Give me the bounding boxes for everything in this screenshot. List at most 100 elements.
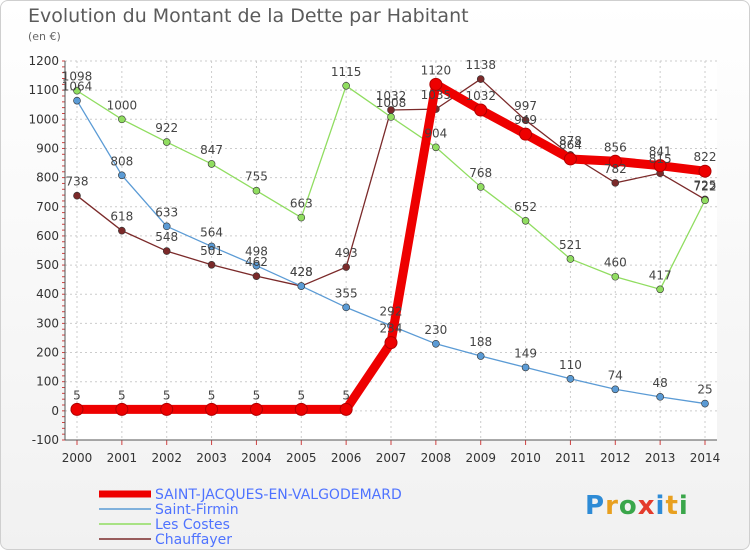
data-point	[342, 303, 350, 312]
data-point	[521, 363, 530, 372]
series-lines	[70, 75, 712, 416]
data-label: 5	[73, 388, 81, 402]
x-tick-label: 2014	[690, 451, 721, 465]
data-label: 1098	[62, 70, 93, 84]
y-tick-label: -100	[32, 433, 59, 447]
data-point	[521, 216, 530, 225]
data-point	[297, 282, 306, 290]
data-point	[252, 272, 261, 280]
data-label: 5	[163, 388, 171, 402]
data-label: 949	[514, 113, 537, 127]
grid	[65, 60, 717, 441]
y-tick-label: 500	[36, 258, 59, 272]
data-point	[656, 393, 664, 401]
y-tick-label: 1200	[28, 54, 59, 68]
data-label: 5	[208, 388, 216, 402]
data-label: 1138	[465, 58, 496, 72]
data-label: 462	[245, 255, 268, 269]
data-label: 188	[469, 335, 492, 349]
legend-label: SAINT-JACQUES-EN-VALGODEMARD	[155, 487, 402, 503]
data-label: 564	[200, 225, 223, 239]
data-point	[207, 160, 216, 168]
data-point	[698, 164, 712, 178]
logo-letter: i	[678, 491, 689, 521]
data-label: 808	[110, 154, 133, 168]
x-tick-label: 2005	[286, 451, 317, 465]
data-label: 5	[118, 388, 126, 402]
data-label: 864	[559, 138, 582, 152]
data-label: 847	[200, 143, 223, 157]
y-tick-label: 300	[36, 316, 59, 330]
y-tick-label: 1000	[28, 112, 59, 126]
data-point	[342, 81, 350, 90]
chart-unit-label: (en €)	[28, 30, 61, 43]
data-label: 498	[245, 245, 268, 259]
data-label: 822	[694, 150, 717, 164]
data-label: 618	[110, 210, 133, 224]
data-label: 1115	[331, 65, 362, 79]
data-label: 460	[604, 256, 627, 270]
legend: SAINT-JACQUES-EN-VALGODEMARDSaint-Firmin…	[99, 487, 402, 548]
y-tick-label: 600	[36, 229, 59, 243]
y-tick-label: 900	[36, 141, 59, 155]
data-labels: 5 5 5 5 5 5 5 234 1120 1032 949 864 856 841 822 1064 808…	[62, 58, 717, 402]
data-label: 663	[290, 197, 313, 211]
data-point	[118, 171, 126, 180]
data-point	[118, 226, 126, 235]
data-point	[563, 152, 577, 166]
logo-letter: i	[655, 491, 666, 521]
x-tick-label: 2004	[241, 451, 272, 465]
data-point	[252, 186, 261, 195]
y-tick-label: 100	[36, 375, 59, 389]
data-point	[73, 96, 81, 105]
data-point	[115, 402, 129, 416]
x-tick-label: 2008	[421, 451, 452, 465]
x-tick-label: 2006	[331, 451, 362, 465]
data-label: 355	[335, 286, 358, 300]
data-point	[656, 285, 664, 294]
x-tick-label: 2002	[151, 451, 182, 465]
data-point	[342, 263, 350, 271]
y-tick-label: 700	[36, 200, 59, 214]
data-label: 292	[380, 305, 403, 319]
x-tick-label: 2011	[555, 451, 586, 465]
logo-letter: o	[618, 491, 638, 521]
data-point	[611, 385, 620, 394]
data-point	[387, 113, 395, 121]
data-point	[474, 103, 488, 117]
data-label: 417	[649, 268, 672, 282]
data-label: 782	[604, 162, 627, 176]
data-label: 5	[253, 388, 261, 402]
data-point	[566, 374, 575, 383]
x-tick-label: 2010	[510, 451, 541, 465]
axes: -100 0 100 200 300 400 500 600 700 800 900 1000 1100…	[28, 54, 720, 465]
legend-label: Chauffayer	[155, 532, 232, 548]
data-point	[294, 402, 308, 416]
data-label: 428	[290, 265, 313, 279]
data-point	[432, 339, 440, 348]
data-label: 74	[608, 368, 623, 382]
data-label: 5	[297, 388, 305, 402]
legend-label: Les Costes	[155, 517, 230, 533]
data-point	[160, 402, 174, 416]
data-point	[162, 222, 171, 231]
data-label: 904	[424, 126, 447, 140]
data-point	[249, 402, 263, 416]
data-label: 1032	[376, 89, 407, 103]
data-label: 997	[514, 99, 537, 113]
data-label: 149	[514, 346, 537, 360]
x-tick-label: 2007	[376, 451, 407, 465]
data-label: 25	[697, 383, 712, 397]
data-point	[252, 261, 261, 270]
data-label: 922	[155, 121, 178, 135]
data-label: 738	[66, 175, 89, 189]
data-point	[297, 213, 306, 222]
data-label: 5	[342, 388, 350, 402]
data-point	[205, 402, 219, 416]
data-point	[339, 402, 353, 416]
data-point	[429, 77, 443, 91]
data-label: 633	[155, 205, 178, 219]
data-point	[70, 402, 84, 416]
